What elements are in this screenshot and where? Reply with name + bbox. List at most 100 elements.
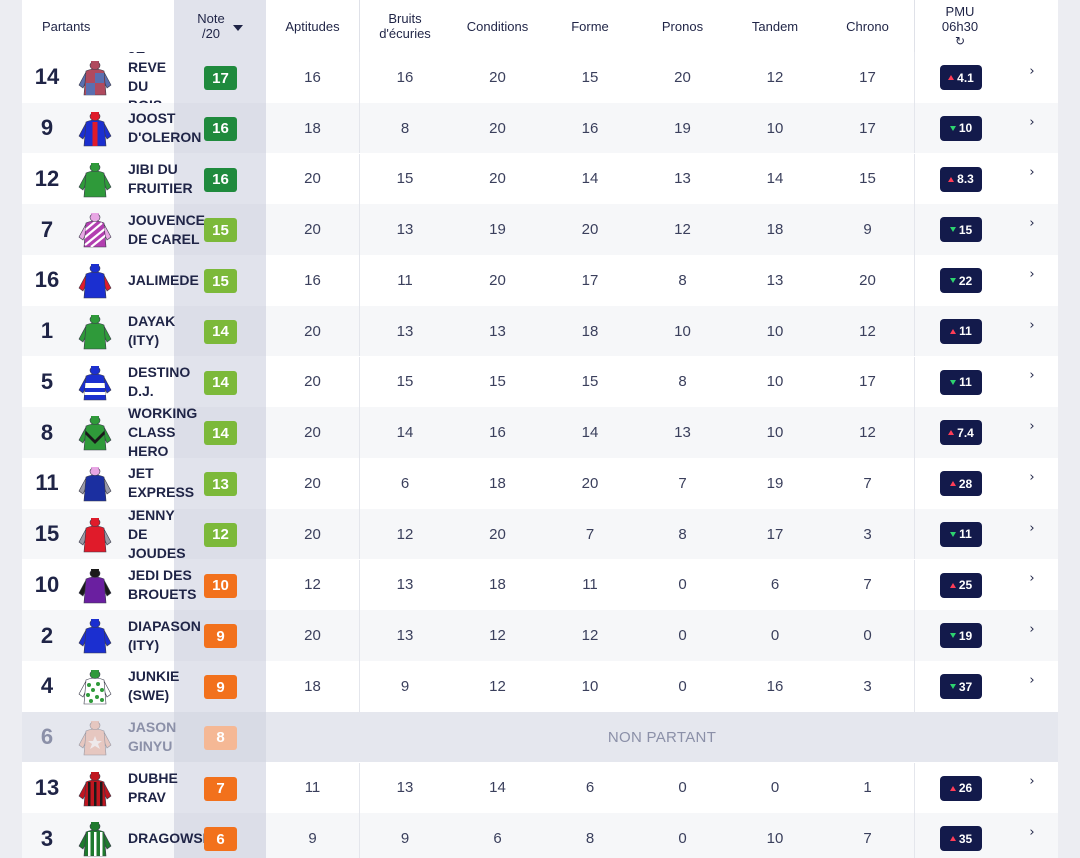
header-conditions[interactable]: Conditions	[451, 0, 544, 52]
table-row[interactable]: 13 DUBHE PRAV 7 11 13 14 6 0 0 1 26 ›	[22, 762, 1058, 814]
pmu-odds-badge[interactable]: 26	[940, 775, 982, 801]
trend-down-icon	[949, 278, 956, 283]
score-conditions: 12	[489, 677, 506, 695]
runner-name-line: JE	[128, 52, 208, 58]
header-aptitudes[interactable]: Aptitudes	[266, 0, 359, 52]
table-row[interactable]: 5 DESTINO D.J. 14 20 15 15 15 8 10 17 11 ›	[22, 356, 1058, 408]
pmu-odds-value: 26	[958, 781, 973, 795]
table-row[interactable]: 7 JOUVENCE DE CAREL 15 20 13 19 20 12 18 9 15 ›	[22, 204, 1058, 255]
chevron-right-icon[interactable]: ›	[1029, 774, 1035, 790]
runner-name[interactable]: DAYAK (ITY)	[128, 306, 208, 357]
pmu-odds-badge[interactable]: 22	[940, 268, 982, 293]
chevron-right-icon[interactable]: ›	[1029, 825, 1035, 841]
table-row[interactable]: 3 DRAGOWSKI 6 9 9 6 8 0 10 7 35 ›	[22, 813, 1058, 858]
pmu-odds-badge[interactable]: 4.1	[940, 65, 982, 90]
table-row[interactable]: 12 JIBI DU FRUITIER 16 20 15 20 14 13 14 15 8.3 ›	[22, 153, 1058, 205]
chevron-right-icon[interactable]: ›	[1029, 672, 1035, 688]
runner-name-line: EXPRESS	[128, 484, 195, 501]
score-pronos: 12	[674, 221, 691, 239]
table-row[interactable]: 1 DAYAK (ITY) 14 20 13 13 18 10 10 12 11 ›	[22, 305, 1058, 357]
header-note-sort[interactable]: Note/20	[174, 0, 266, 52]
score-bruits: 12	[396, 525, 414, 543]
table-row[interactable]: 14 JEREVE DUBOIS 17 16 16 20 15 20 12 17 4.1 ›	[22, 52, 1058, 103]
table-row[interactable]: 16 JALIMEDE 15 16 11 20 17 8 13 20 22 ›	[22, 255, 1058, 306]
note-badge: 8	[204, 725, 237, 750]
runner-name[interactable]: JENNY DE JOUDES	[128, 509, 208, 560]
runner-number: 6	[40, 724, 54, 750]
chevron-right-icon[interactable]: ›	[1029, 469, 1035, 485]
pmu-odds-value: 22	[958, 273, 973, 288]
pmu-odds-badge[interactable]: 11	[940, 318, 982, 344]
pmu-odds-value: 10	[958, 121, 973, 136]
chevron-right-icon[interactable]: ›	[1029, 114, 1035, 130]
runner-name[interactable]: JOUVENCE DE CAREL	[128, 204, 208, 255]
column-divider	[359, 813, 360, 858]
runner-name[interactable]: DRAGOWSKI	[128, 813, 208, 858]
pmu-odds-badge[interactable]: 19	[940, 623, 982, 649]
chevron-right-icon[interactable]: ›	[1029, 520, 1035, 536]
note-badge: 14	[204, 370, 237, 395]
header-note-line1: Note	[197, 11, 225, 26]
runner-name[interactable]: JUNKIE (SWE)	[128, 661, 208, 712]
header-tandem[interactable]: Tandem	[729, 0, 821, 52]
pmu-odds-value: 8.3	[957, 172, 974, 186]
pmu-odds-badge[interactable]: 37	[940, 674, 982, 699]
pmu-odds-badge[interactable]: 11	[940, 369, 982, 395]
header-pronos[interactable]: Pronos	[636, 0, 729, 52]
runner-name-line: HERO	[128, 443, 169, 458]
refresh-icon[interactable]: ↻	[954, 34, 966, 48]
pmu-odds-badge[interactable]: 28	[940, 471, 982, 496]
chevron-right-icon[interactable]: ›	[1029, 622, 1035, 638]
score-tandem: 17	[766, 525, 784, 543]
table-row[interactable]: 15 JENNY DE JOUDES 12 20 12 20 7 8 17 3 11 ›	[22, 508, 1058, 560]
column-divider	[359, 305, 360, 357]
column-divider	[914, 661, 915, 712]
score-aptitudes: 20	[304, 170, 321, 188]
chevron-right-icon[interactable]: ›	[1029, 216, 1035, 232]
score-tandem: 16	[766, 677, 784, 695]
chevron-right-icon[interactable]: ›	[1029, 266, 1035, 282]
score-tandem: 19	[766, 474, 784, 492]
runner-name-line: WORKING	[128, 407, 198, 422]
header-partants[interactable]: Partants	[42, 18, 91, 34]
header-chrono[interactable]: Chrono	[821, 0, 914, 52]
runner-name[interactable]: JASON GINYU	[128, 712, 208, 763]
runner-name[interactable]: DESTINO D.J.	[128, 357, 208, 408]
table-row[interactable]: 6 JASON GINYU 8 NON PARTANT	[22, 711, 1058, 763]
pmu-odds-badge[interactable]: 10	[940, 115, 982, 141]
runner-name[interactable]: DIAPASON (ITY)	[128, 610, 208, 661]
runner-name[interactable]: JEREVE DUBOIS	[128, 52, 208, 103]
table-row[interactable]: 8 WORKING CLASS HERO 14 20 14 16 14 13 10 12 7.4 ›	[22, 407, 1058, 458]
pmu-odds-badge[interactable]: 8.3	[940, 166, 982, 192]
table-row[interactable]: 4 JUNKIE (SWE) 9 18 9 12 10 0 16 3 37 ›	[22, 661, 1058, 712]
pmu-odds-badge[interactable]: 15	[940, 217, 982, 243]
runner-name[interactable]: DUBHE PRAV	[128, 763, 208, 814]
chevron-right-icon[interactable]: ›	[1029, 571, 1035, 587]
table-row[interactable]: 11 JET EXPRESS 13 20 6 18 20 7 19 7 28 ›	[22, 458, 1058, 509]
header-pmu-line1: PMU	[945, 4, 975, 19]
chevron-right-icon[interactable]: ›	[1029, 317, 1035, 333]
chevron-right-icon[interactable]: ›	[1029, 165, 1035, 181]
table-row[interactable]: 10 JEDI DES BROUETS 10 12 13 18 11 0 6 7 25 ›	[22, 559, 1058, 611]
pmu-odds-badge[interactable]: 35	[940, 826, 982, 852]
pmu-odds-badge[interactable]: 7.4	[940, 420, 982, 446]
runner-name[interactable]: JEDI DES BROUETS	[128, 560, 208, 611]
header-forme[interactable]: Forme	[544, 0, 636, 52]
runner-name[interactable]: JOOST D'OLERON	[128, 103, 208, 154]
runner-name[interactable]: JIBI DU FRUITIER	[128, 154, 208, 205]
column-divider	[914, 813, 915, 858]
table-row[interactable]: 2 DIAPASON (ITY) 9 20 13 12 12 0 0 0 19 ›	[22, 610, 1058, 661]
header-pmu-odds[interactable]: PMU 06h30 ↻	[914, 0, 1006, 52]
pmu-odds-badge[interactable]: 11	[940, 521, 982, 547]
chevron-right-icon[interactable]: ›	[1029, 419, 1035, 435]
runner-name[interactable]: JALIMEDE	[128, 255, 208, 306]
chevron-right-icon[interactable]: ›	[1029, 63, 1035, 79]
runner-name[interactable]: JET EXPRESS	[128, 458, 208, 509]
note-badge: 7	[204, 776, 237, 801]
table-row[interactable]: 9 JOOST D'OLERON 16 18 8 20 16 19 10 17 10 ›	[22, 102, 1058, 154]
header-bruits[interactable]: Bruits d'écuries	[359, 0, 451, 52]
runner-name-line: JET	[128, 465, 154, 482]
pmu-odds-badge[interactable]: 25	[940, 572, 982, 598]
chevron-right-icon[interactable]: ›	[1029, 368, 1035, 384]
runner-name[interactable]: WORKING CLASS HERO	[128, 407, 208, 458]
